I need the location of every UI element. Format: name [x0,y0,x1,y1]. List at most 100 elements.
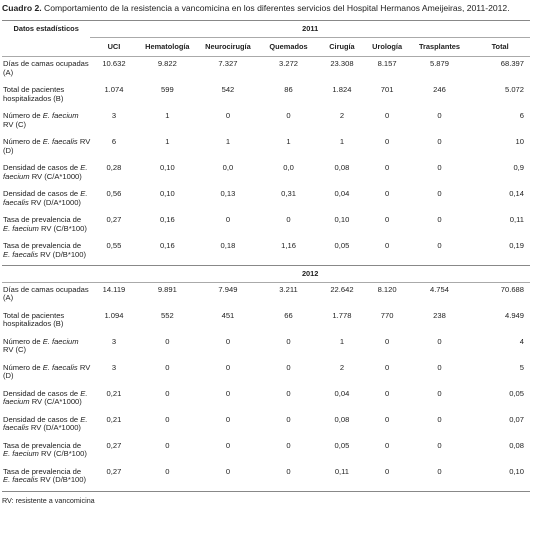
cell: 0 [437,414,442,424]
data-row: Número de E. faecalis RV (D) 3 0 0 0 2 0 0 5 [2,361,530,387]
label-part: RV (D/B*100) [38,475,87,485]
cell: 8.157 [377,59,397,69]
label-part: RV (C) [3,345,27,355]
cell: 6 [111,137,117,147]
row-label: Densidad de casos de E. faecium RV (C/A*… [2,387,90,413]
cell: 23.308 [330,59,354,69]
cell: 1 [225,137,231,147]
label-part: Densidad de casos de [3,388,81,398]
cell: 0 [437,362,442,372]
cell: 0 [437,241,442,251]
cell: 0 [165,362,170,372]
row-label: Tasa de prevalencia de E. faecalis RV (D… [2,464,91,492]
label-part: RV (D) [3,137,91,155]
cell: 14.119 [102,284,126,294]
stub-blank [2,265,91,283]
cell: 3.211 [279,284,298,294]
row-label: Número de E. faecium RV (C) [2,335,90,361]
cell: 0,27 [90,464,138,492]
cell: 0 [437,137,442,147]
label-part: Número de [3,362,43,372]
footnote: RV: resistente a vancomicina [2,495,95,505]
label-part: Días de camas ocupadas (A) [3,284,89,303]
cell: 0 [165,388,170,398]
label-part: Tasa de prevalencia de [3,466,82,476]
data-row: Total de pacientes hospitalizados (B) 1.0… [2,83,530,109]
cell: 0 [384,241,390,251]
cell: 0,28 [106,163,122,173]
row-label: Tasa de prevalencia de E. faecium RV (C/… [2,213,90,239]
label-part: Densidad de casos de [3,163,81,173]
year: 2012 [90,265,530,283]
data-row: Tasa de prevalencia de E. faecium RV (C/… [2,213,530,239]
cell: 0,14 [509,189,524,199]
label-part: RV (D/A*1000) [28,423,81,433]
label-part: E. faecalis [3,249,39,259]
cell: 5 [519,362,524,372]
cell: 0 [225,215,231,225]
row-label: Número de E. faecalis RV (D) [2,361,90,387]
label-part: Densidad de casos de [3,414,81,424]
label-part: E. faecalis [3,189,88,207]
cell: 1.778 [332,310,352,320]
caption-text: Comportamiento de la resistencia a vanco… [44,3,510,13]
cell: 0 [365,464,409,492]
cell: 4.754 [429,284,449,294]
data-row: Días de camas ocupadas (A) 10.632 9.822 7.3… [2,57,530,84]
stub-header: Datos estadísticos [2,19,91,58]
cell: 1 [165,137,170,147]
cell: 770 [380,310,394,320]
cell: 3 [111,111,117,121]
cell: 0 [286,336,291,346]
row-label: Densidad de casos de E. faecalis RV (D/A… [2,413,90,439]
cell: 7.949 [218,284,238,294]
cell: 10 [515,137,524,147]
data-row: Tasa de prevalencia de E. faecalis RV (D… [2,239,530,266]
cell: 70.688 [500,284,524,294]
cell: 0,07 [509,414,524,424]
data-row: Densidad de casos de E. faecium RV (C/A*… [2,387,530,413]
cell: 599 [161,85,174,95]
cell: 0 [384,362,390,372]
year-row: Datos estadísticos 2011 [2,19,530,58]
label-part: Número de [3,111,43,121]
column-header: Hematología [137,37,198,58]
cell: 0,56 [106,189,122,199]
cell: 0 [165,336,170,346]
cell: 0,16 [159,241,175,251]
cell: 0,55 [106,241,122,251]
cell: 451 [221,310,235,320]
label-part: RV (C) [3,119,27,129]
label-part: RV (D/B*100) [38,249,87,259]
label-part: Número de [3,336,43,346]
data-row: Tasa de prevalencia de E. faecalis RV (D… [2,464,530,492]
cell: 0 [225,336,231,346]
cell: 0 [165,414,170,424]
cell: 0,04 [334,189,350,199]
cell: 0,08 [334,163,350,173]
cell: 4.949 [504,310,524,320]
cell: 0 [384,215,390,225]
cell: 0 [258,464,319,492]
cell: 0 [384,189,390,199]
row-label: Densidad de casos de E. faecium RV (C/A*… [2,161,90,187]
cell: 0 [286,440,291,450]
cell: 0,27 [106,215,122,225]
data-row: Densidad de casos de E. faecium RV (C/A*… [2,161,530,187]
data-row: Tasa de prevalencia de E. faecium RV (C/… [2,439,530,465]
cell: 0 [225,388,231,398]
cell: 0,10 [159,189,175,199]
cell: 542 [221,85,235,95]
label-part: Días de camas ocupadas (A) [3,59,89,77]
cell: 0 [437,336,442,346]
cell: 0 [384,336,390,346]
label-part: Total de pacientes hospitalizados (B) [3,85,65,103]
column-header: Total [470,37,530,58]
cell: 0,10 [334,215,350,225]
cell: 0 [384,440,390,450]
label-part: E. faecalis [42,362,78,372]
cell: 9.822 [157,59,177,69]
cell: 0 [286,414,291,424]
cell: 0 [384,111,390,121]
label-part: E. faecalis [3,475,39,485]
